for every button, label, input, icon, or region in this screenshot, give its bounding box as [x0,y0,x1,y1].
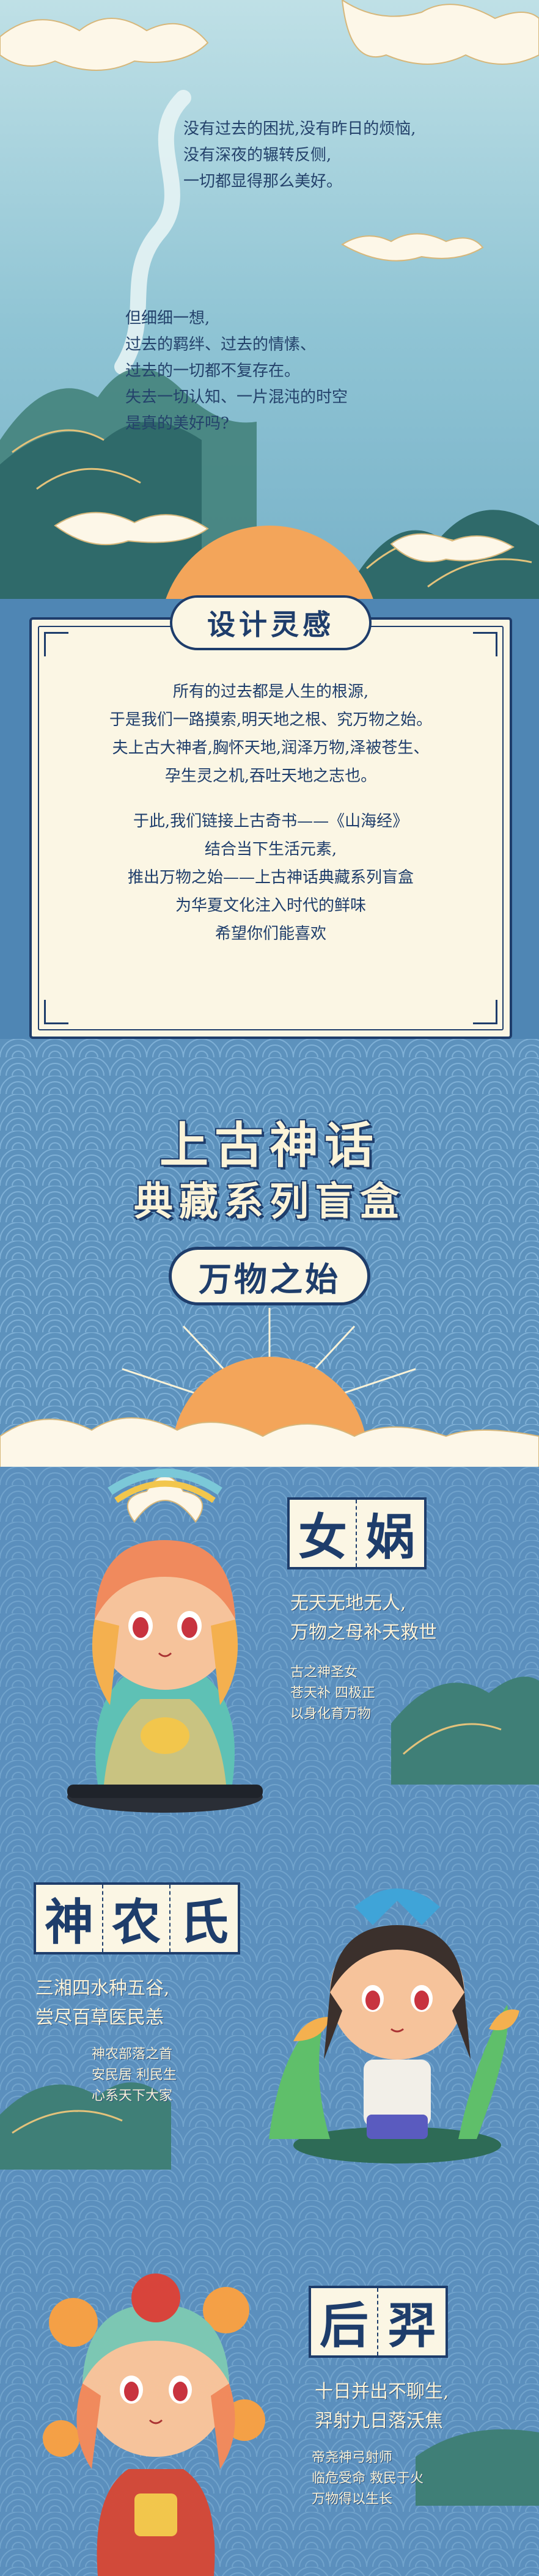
name-char: 后 [311,2288,378,2355]
poem-line: 失去一切认知、一片混沌的时空 [125,388,348,406]
intro-background-art [0,0,539,599]
shennong-figure [269,1888,519,2163]
inspiration-line: 推出万物之始——上古神话典藏系列盲盒 [127,868,414,887]
corner-ornament [44,632,68,656]
inspiration-line: 结合当下生活元素, [204,840,337,859]
shennong-note: 神农部落之首 [92,2047,173,2062]
corner-ornament [473,1000,497,1024]
name-char: 羿 [387,2297,436,2354]
houyi-note: 帝尧神弓射师 [312,2450,393,2465]
poem-line: 没有过去的困扰,没有昨日的烦恼, [183,120,416,138]
main-subtitle: 典藏系列盲盒 [134,1180,405,1225]
houyi-verse-line: 十日并出不聊生, [315,2381,449,2402]
houyi-note: 临危受命 救民于火 [312,2471,424,2486]
inspiration-line: 孕生灵之机,吞吐天地之志也。 [164,767,377,785]
name-char: 氏 [180,1893,229,1951]
poem-line: 是真的美好吗? [125,414,229,433]
houyi-figure [43,2273,265,2576]
title-section: 上古神话 典藏系列盲盒 万物之始 [0,1039,539,1522]
intro-poem-second: 但细细一想, 过去的羁绊、过去的情愫、 过去的一切都不复存在。 失去一切认知、一… [125,306,468,437]
houyi-note: 万物得以生长 [312,2492,393,2507]
inspiration-line: 希望你们能喜欢 [215,925,326,943]
shennong-name-box: 神 农 氏 [34,1882,240,1954]
shennong-note: 安民居 利民生 [92,2068,177,2083]
corner-ornament [473,632,497,656]
nuwa-verse-line: 无天无地无人, [290,1593,406,1614]
inspiration-body: 所有的过去都是人生的根源, 于是我们一路摸索,明天地之根、究万物之始。 夫上古大… [56,678,485,948]
poem-line: 但细细一想, [125,309,210,328]
intro-section: 没有过去的困扰,没有昨日的烦恼, 没有深夜的辗转反侧, 一切都显得那么美好。 但… [0,0,539,599]
nuwa-verse-line: 万物之母补天救世 [290,1622,437,1643]
poem-line: 没有深夜的辗转反侧, [183,146,332,164]
houyi-name-box: 后 羿 [309,2286,448,2358]
name-char: 女 [290,1500,357,1567]
poem-line: 过去的一切都不复存在。 [125,362,301,380]
main-title: 上古神话 [160,1117,380,1174]
corner-ornament [44,1000,68,1024]
inspiration-title-badge: 设计灵感 [170,595,372,650]
inspiration-title: 设计灵感 [207,608,334,641]
intro-poem-first: 没有过去的困扰,没有昨日的烦恼, 没有深夜的辗转反侧, 一切都显得那么美好。 [183,116,526,195]
subtitle-pill: 万物之始 [169,1247,370,1305]
shennong-note: 心系天下大家 [92,2088,173,2104]
nuwa-figure [67,1469,263,1813]
name-char: 娲 [366,1508,415,1566]
shennong-verse-line: 三湘四水种五谷, [35,1978,170,1999]
name-char: 农 [103,1885,170,1952]
nuwa-name-box: 女 娲 [287,1497,427,1569]
nuwa-note: 古之神圣女 [290,1665,358,1680]
characters-section: 女 娲 无天无地无人, 万物之母补天救世 古之神圣女 苍天补 四极正 以身化育万… [0,1467,539,2576]
name-char: 神 [36,1885,103,1952]
inspiration-line: 于是我们一路摸索,明天地之根、究万物之始。 [109,711,433,729]
nuwa-note: 苍天补 四极正 [290,1686,375,1701]
poem-line: 一切都显得那么美好。 [183,172,343,191]
inspiration-line: 夫上古大神者,胸怀天地,润泽万物,泽被苍生、 [112,739,430,757]
inspiration-line: 于此,我们链接上古奇书——《山海经》 [133,812,409,831]
nuwa-note: 以身化育万物 [290,1706,372,1722]
poem-line: 过去的羁绊、过去的情愫、 [125,336,317,354]
subtitle-text: 万物之始 [199,1260,340,1299]
shennong-verse-line: 尝尽百草医民恙 [35,2007,164,2028]
houyi-verse-line: 羿射九日落沃焦 [315,2410,443,2432]
inspiration-line: 为华夏文化注入时代的鲜味 [175,897,366,915]
inspiration-line: 所有的过去都是人生的根源, [172,683,369,701]
design-inspiration-card: 设计灵感 所有的过去都是人生的根源, 于是我们一路摸索,明天地之根、究万物之始。… [29,595,512,1039]
